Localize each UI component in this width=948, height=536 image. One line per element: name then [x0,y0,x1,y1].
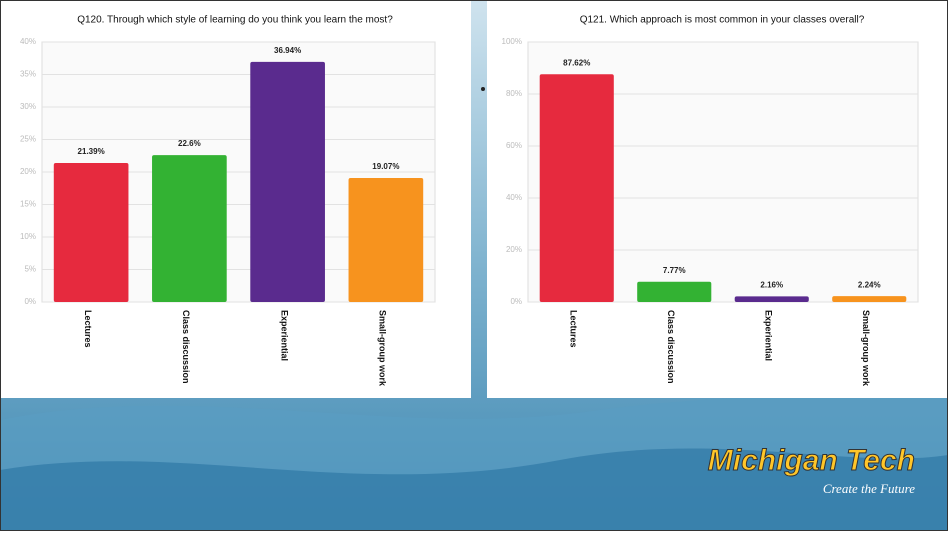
x-tick-label: Class discussion [666,310,676,384]
bar [250,61,325,302]
bar [637,281,712,302]
data-label: 7.77% [663,266,686,275]
chart-title: Q120. Through which style of learning do… [77,15,393,26]
data-label: 21.39% [78,147,105,156]
y-tick-label: 20% [506,245,522,254]
x-tick-label: Class discussion [181,310,191,384]
data-label: 2.16% [760,280,783,289]
y-tick-label: 25% [20,135,36,144]
bar [348,178,424,302]
x-tick-label: Lectures [568,310,578,348]
y-tick-label: 15% [20,200,36,209]
chart-title: Q121. Which approach is most common in y… [580,15,865,26]
bar [539,74,614,302]
data-label: 22.6% [178,139,201,148]
x-tick-label: Experiential [763,310,773,361]
data-label: 87.62% [563,58,590,67]
y-tick-label: 40% [20,37,36,46]
y-tick-label: 0% [510,297,522,306]
y-tick-label: 20% [20,167,36,176]
data-label: 2.24% [858,280,881,289]
logo-tagline: Create the Future [823,481,915,496]
y-tick-label: 40% [506,193,522,202]
y-tick-label: 100% [502,37,522,46]
bullet [481,87,485,91]
y-tick-label: 5% [24,265,36,274]
data-label: 19.07% [372,162,399,171]
x-tick-label: Lectures [83,310,93,348]
x-tick-label: Experiential [279,310,289,361]
logo-name: Michigan Tech [708,444,915,477]
data-label: 36.94% [274,46,301,55]
x-tick-label: Small-group work [378,310,388,387]
y-tick-label: 80% [506,89,522,98]
y-tick-label: 60% [506,141,522,150]
y-tick-label: 0% [24,297,36,306]
x-tick-label: Small-group work [861,310,871,387]
y-tick-label: 35% [20,70,36,79]
y-tick-label: 30% [20,102,36,111]
bar [832,296,907,302]
bar [734,296,809,302]
y-tick-label: 10% [20,232,36,241]
bar [152,155,227,302]
bar [53,162,129,302]
wave [0,448,948,531]
